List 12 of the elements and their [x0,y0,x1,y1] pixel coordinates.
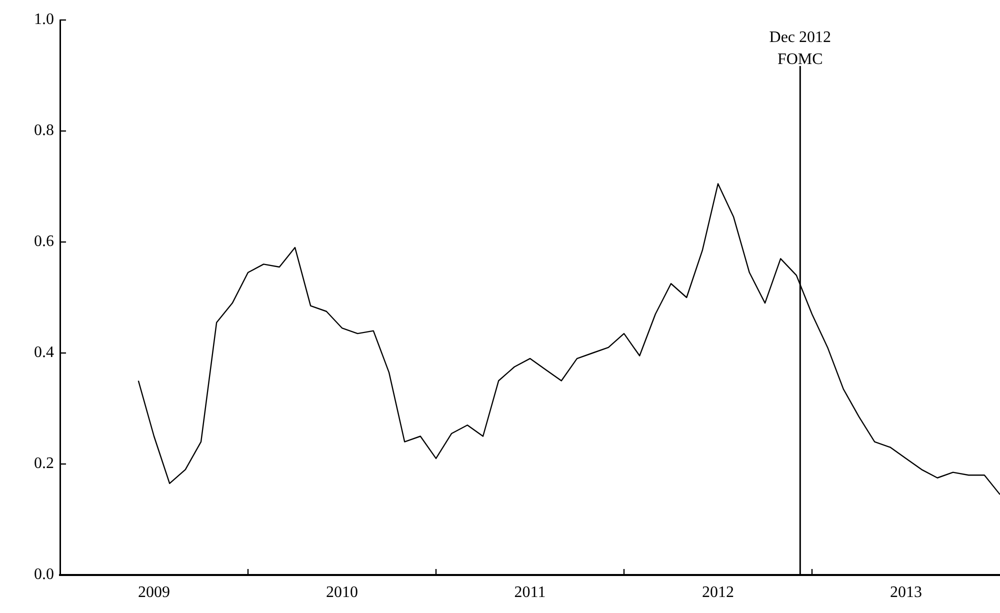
x-tick-label: 2013 [890,584,922,601]
y-tick-label: 0.4 [34,344,54,362]
y-tick-label: 0.0 [34,566,54,584]
y-tick-label: 0.6 [34,233,54,250]
x-tick-label: 2010 [326,584,358,601]
x-tick-label: 2009 [138,584,170,601]
y-tick-label: 1.0 [34,11,54,28]
x-tick-label: 2012 [702,584,734,601]
x-tick-label: 2011 [514,584,546,601]
y-tick-label: 0.2 [34,455,54,472]
y-tick-label: 0.8 [34,122,54,140]
ref-line-label: Dec 2012 FOMC [769,29,832,68]
